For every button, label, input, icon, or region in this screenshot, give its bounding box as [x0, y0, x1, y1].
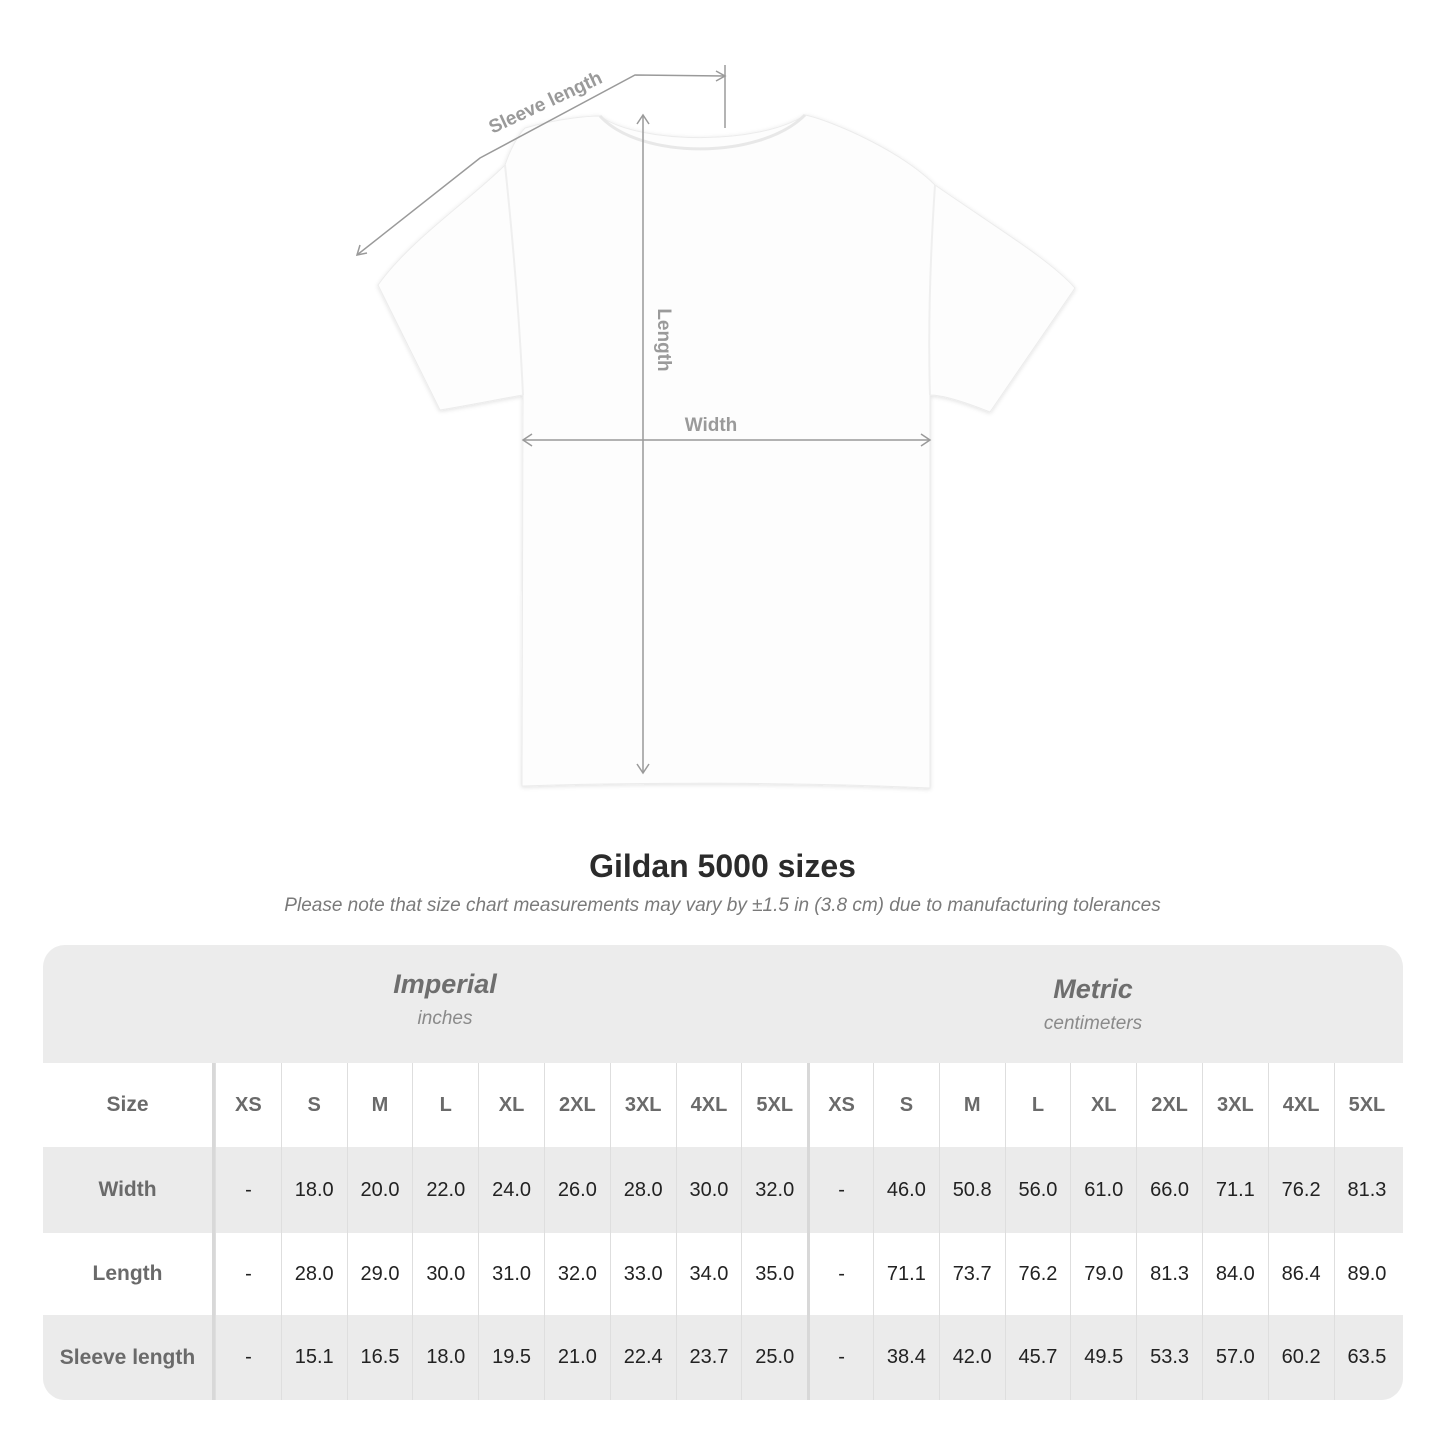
metric-size-header: 2XL — [1136, 1063, 1202, 1147]
imperial-value-cell: 31.0 — [478, 1233, 544, 1315]
metric-value-cell: 89.0 — [1333, 1233, 1400, 1315]
page-title: Gildan 5000 sizes — [589, 848, 856, 884]
imperial-value-cell: 28.0 — [280, 1233, 347, 1315]
metric-value-cell: 61.0 — [1070, 1147, 1136, 1233]
metric-value-cell: 60.2 — [1267, 1315, 1334, 1400]
metric-value-cell: 79.0 — [1070, 1233, 1136, 1315]
width-label: Width — [685, 415, 738, 436]
imperial-label: Imperial — [393, 969, 497, 999]
imperial-value-cell: - — [215, 1315, 281, 1400]
table-row: Sleeve length -15.1 16.5 18.0 19.5 21.0 22.4 23… — [43, 1315, 1403, 1400]
metric-value-cell: 76.2 — [1004, 1233, 1071, 1315]
size-table: Imperial inches Metric centimeters Size X… — [43, 945, 1403, 1400]
metric-value-cell: 81.3 — [1333, 1147, 1400, 1233]
metric-value-cell: 57.0 — [1201, 1315, 1268, 1400]
metric-value-cell: 81.3 — [1136, 1233, 1202, 1315]
metric-value-cell: 71.1 — [872, 1233, 939, 1315]
imperial-size-header: L — [412, 1063, 478, 1147]
imperial-value-cell: 29.0 — [346, 1233, 413, 1315]
metric-value-cell: 76.2 — [1267, 1147, 1334, 1233]
metric-value-cell: 63.5 — [1333, 1315, 1400, 1400]
row-label: Sleeve length — [43, 1315, 215, 1400]
imperial-value-cell: - — [215, 1233, 281, 1315]
metric-value-cell: 46.0 — [872, 1147, 939, 1233]
metric-value-cell: 73.7 — [938, 1233, 1005, 1315]
metric-value-cell: 49.5 — [1070, 1315, 1136, 1400]
imperial-value-cell: 33.0 — [609, 1233, 676, 1315]
metric-header: Metric centimeters — [813, 974, 1373, 1092]
imperial-value-cell: 32.0 — [741, 1147, 807, 1233]
imperial-value-cell: 21.0 — [543, 1315, 610, 1400]
imperial-size-header: M — [346, 1063, 413, 1147]
imperial-size-header: XL — [478, 1063, 544, 1147]
row-label: Length — [43, 1233, 215, 1315]
tshirt-image — [377, 114, 1076, 789]
metric-size-header: XS — [807, 1063, 873, 1147]
metric-value-cell: 66.0 — [1136, 1147, 1202, 1233]
imperial-value-cell: 18.0 — [412, 1315, 478, 1400]
metric-unit: centimeters — [1043, 1013, 1143, 1034]
imperial-value-cell: 25.0 — [741, 1315, 807, 1400]
metric-value-cell: - — [807, 1315, 873, 1400]
metric-size-header: 3XL — [1201, 1063, 1268, 1147]
imperial-value-cell: 20.0 — [346, 1147, 413, 1233]
metric-value-cell: - — [807, 1233, 873, 1315]
imperial-header: Imperial inches — [215, 969, 675, 1087]
imperial-value-cell: 28.0 — [609, 1147, 676, 1233]
metric-label: Metric — [1053, 974, 1133, 1004]
metric-value-cell: 56.0 — [1004, 1147, 1071, 1233]
row-label: Width — [43, 1147, 215, 1233]
tshirt-diagram: Sleeve length Length Width — [355, 65, 1076, 789]
imperial-size-header: S — [280, 1063, 347, 1147]
imperial-size-header: 5XL — [741, 1063, 807, 1147]
metric-value-cell: 53.3 — [1136, 1315, 1202, 1400]
imperial-value-cell: 35.0 — [741, 1233, 807, 1315]
metric-size-header: L — [1004, 1063, 1071, 1147]
imperial-value-cell: 22.0 — [412, 1147, 478, 1233]
imperial-value-cell: 18.0 — [280, 1147, 347, 1233]
imperial-value-cell: - — [215, 1147, 281, 1233]
size-header-row: Size XS S M L XL 2XL 3XL 4XL 5XL XS S M L XL 2XL 3XL 4XL 5… — [43, 1063, 1403, 1147]
imperial-value-cell: 26.0 — [543, 1147, 610, 1233]
imperial-value-cell: 30.0 — [412, 1233, 478, 1315]
imperial-size-header: XS — [215, 1063, 281, 1147]
imperial-value-cell: 34.0 — [675, 1233, 742, 1315]
metric-value-cell: - — [807, 1147, 873, 1233]
imperial-value-cell: 15.1 — [280, 1315, 347, 1400]
metric-value-cell: 84.0 — [1201, 1233, 1268, 1315]
metric-value-cell: 50.8 — [938, 1147, 1005, 1233]
imperial-value-cell: 19.5 — [478, 1315, 544, 1400]
imperial-value-cell: 24.0 — [478, 1147, 544, 1233]
table-row: Width -18.0 20.0 22.0 24.0 26.0 28.0 30.0 32.0-4… — [43, 1147, 1403, 1233]
tolerance-note: Please note that size chart measurements… — [284, 895, 1161, 916]
metric-size-header: 5XL — [1333, 1063, 1400, 1147]
imperial-value-cell: 16.5 — [346, 1315, 413, 1400]
metric-value-cell: 38.4 — [872, 1315, 939, 1400]
metric-value-cell: 42.0 — [938, 1315, 1005, 1400]
imperial-value-cell: 22.4 — [609, 1315, 676, 1400]
metric-size-header: XL — [1070, 1063, 1136, 1147]
size-column-header: Size — [43, 1063, 215, 1147]
imperial-value-cell: 30.0 — [675, 1147, 742, 1233]
imperial-size-header: 2XL — [543, 1063, 610, 1147]
metric-value-cell: 86.4 — [1267, 1233, 1334, 1315]
metric-size-header: S — [872, 1063, 939, 1147]
imperial-value-cell: 32.0 — [543, 1233, 610, 1315]
table-row: Length -28.0 29.0 30.0 31.0 32.0 33.0 34.0 35.0-… — [43, 1233, 1403, 1315]
metric-size-header: M — [938, 1063, 1005, 1147]
metric-size-header: 4XL — [1267, 1063, 1334, 1147]
sleeve-measure-line — [356, 74, 726, 256]
length-label: Length — [653, 308, 674, 371]
imperial-size-header: 4XL — [675, 1063, 742, 1147]
imperial-unit: inches — [417, 1008, 473, 1029]
metric-value-cell: 45.7 — [1004, 1315, 1071, 1400]
imperial-size-header: 3XL — [609, 1063, 676, 1147]
imperial-value-cell: 23.7 — [675, 1315, 742, 1400]
metric-value-cell: 71.1 — [1201, 1147, 1268, 1233]
